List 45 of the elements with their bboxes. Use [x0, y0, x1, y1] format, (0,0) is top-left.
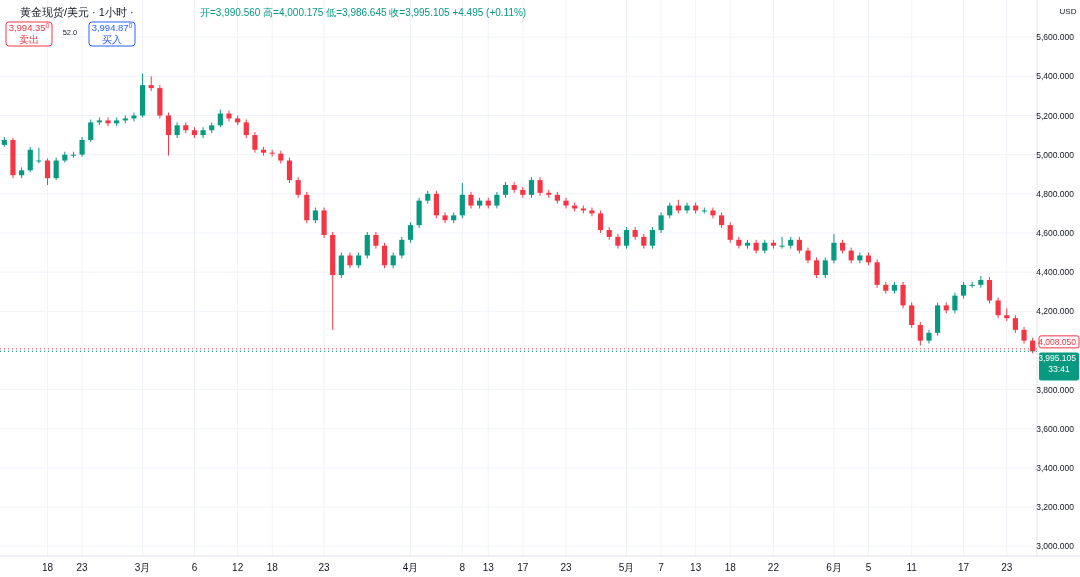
y-tick-label: 3,400.000 — [1036, 462, 1075, 473]
x-tick-label: 7 — [658, 562, 665, 573]
x-tick-label: 23 — [560, 562, 573, 573]
x-tick-label: 23 — [1001, 562, 1013, 573]
x-tick-label: 6 — [191, 562, 198, 573]
x-tick-label: 3月 — [134, 562, 151, 573]
y-tick-label: 3,200.000 — [1036, 502, 1075, 513]
y-tick-label: 3,800.000 — [1036, 384, 1075, 395]
x-tick-label: 22 — [767, 562, 780, 573]
y-tick-label: 4,800.000 — [1036, 188, 1075, 199]
x-tick-label: 17 — [957, 562, 970, 573]
x-tick-label: 13 — [690, 562, 702, 573]
text: 黄金现货/美元 · 1小时 · — [20, 6, 134, 18]
annotation: 3,994.35$^{0}$ — [8, 21, 50, 33]
x-tick-label: 12 — [232, 562, 244, 573]
x-tick-label: 5月 — [618, 562, 635, 573]
y-tick-label: 4,200.000 — [1036, 306, 1075, 317]
annotation: 卖出 — [19, 34, 39, 45]
x-tick-label: 18 — [266, 562, 279, 573]
x-tick-label: 18 — [724, 562, 737, 573]
y-tick-label: 3,000.000 — [1036, 541, 1075, 552]
text: 开=3,990.560 高=4,000.175 低=3,986.645 收=3,995.105 +4.495 (+0.11%) — [200, 7, 527, 18]
y-tick-label: 4,600.000 — [1036, 227, 1075, 238]
ref-line-label: 4,008.050 — [1038, 336, 1077, 347]
y-tick-label: 5,200.000 — [1036, 110, 1075, 121]
y-tick-label: 5,400.000 — [1036, 71, 1075, 82]
x-tick-label: 23 — [318, 562, 331, 573]
x-tick-label: 8 — [459, 562, 466, 573]
text: USD — [1059, 7, 1077, 16]
annotation: 3,994.87$^{0}$ — [91, 21, 133, 33]
x-tick-label: 23 — [76, 562, 89, 573]
y-tick-label: 4,400.000 — [1036, 267, 1075, 278]
x-tick-label: 5 — [865, 562, 872, 573]
ref-line-label: 3,995.105 — [1038, 353, 1077, 364]
y-tick-label: 5,000.000 — [1036, 149, 1075, 160]
text: 33:41 — [1048, 364, 1070, 374]
y-tick-label: 5,600.000 — [1036, 32, 1075, 43]
y-tick-label: 3,600.000 — [1036, 423, 1075, 434]
x-tick-label: 13 — [482, 562, 495, 573]
x-tick-label: 6月 — [826, 562, 842, 573]
x-tick-label: 4月 — [402, 562, 419, 573]
x-tick-label: 11 — [906, 562, 918, 573]
x-tick-label: 17 — [517, 562, 529, 573]
annotation: 买入 — [102, 34, 122, 45]
x-tick-label: 18 — [41, 562, 54, 573]
